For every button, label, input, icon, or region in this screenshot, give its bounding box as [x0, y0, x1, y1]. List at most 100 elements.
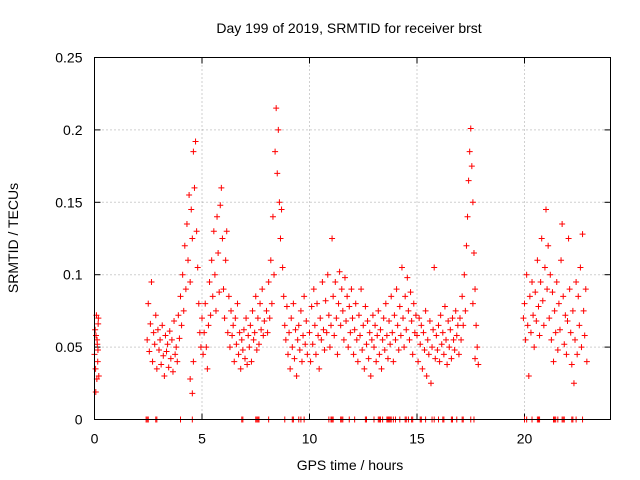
- data-point: [322, 297, 329, 304]
- data-point: [293, 373, 300, 380]
- data-point: [234, 300, 241, 307]
- data-point: [524, 322, 531, 329]
- data-point: [532, 289, 539, 296]
- data-point: [363, 341, 370, 348]
- data-point: [171, 318, 178, 325]
- data-point: [405, 307, 412, 314]
- data-point: [95, 320, 102, 327]
- x-tick-label: 0: [91, 431, 99, 447]
- data-point: [319, 278, 326, 285]
- data-point: [95, 373, 102, 380]
- data-point: [562, 312, 569, 319]
- data-point: [199, 315, 205, 322]
- data-point: [425, 351, 432, 358]
- data-point: [265, 278, 272, 285]
- data-point: [458, 336, 465, 343]
- data-point: [529, 278, 536, 285]
- data-point: [537, 278, 544, 285]
- data-point: [189, 390, 196, 397]
- data-point: [369, 312, 376, 319]
- data-point: [255, 341, 262, 348]
- data-point: [229, 332, 236, 339]
- data-point: [368, 336, 375, 343]
- data-point: [454, 322, 461, 329]
- data-point: [321, 346, 328, 353]
- data-point: [160, 352, 167, 359]
- data-point: [575, 293, 582, 300]
- data-point: [410, 300, 417, 307]
- data-point: [526, 293, 533, 300]
- data-point: [176, 335, 183, 342]
- data-point: [580, 307, 587, 314]
- data-point: [388, 293, 395, 300]
- data-point: [144, 336, 151, 343]
- data-point: [153, 365, 160, 372]
- data-point: [286, 329, 293, 336]
- data-point: [151, 341, 158, 348]
- data-point: [546, 315, 553, 322]
- data-point: [187, 375, 194, 382]
- plot-frame: [94, 57, 611, 420]
- data-point: [346, 303, 353, 310]
- data-point: [156, 346, 162, 353]
- data-point: [421, 346, 428, 353]
- data-point: [257, 300, 264, 307]
- axis-ticks: [94, 57, 611, 420]
- data-point: [581, 332, 588, 339]
- data-point: [212, 307, 219, 314]
- data-point: [384, 355, 391, 362]
- data-point: [287, 365, 294, 372]
- data-point: [162, 332, 169, 339]
- data-point: [545, 242, 552, 249]
- data-point: [329, 235, 336, 242]
- data-point: [311, 322, 318, 329]
- data-point: [547, 271, 554, 278]
- data-point: [272, 148, 279, 155]
- data-point: [273, 105, 280, 112]
- data-point: [469, 300, 476, 307]
- data-point: [246, 344, 253, 351]
- data-point: [164, 341, 171, 348]
- data-point: [573, 278, 580, 285]
- data-point: [260, 332, 267, 339]
- data-point: [148, 278, 155, 285]
- data-point: [551, 307, 558, 314]
- data-point: [205, 322, 212, 329]
- data-point: [449, 315, 456, 322]
- data-point: [347, 329, 354, 336]
- data-point: [94, 358, 101, 365]
- data-point: [301, 293, 308, 300]
- data-point: [244, 361, 251, 368]
- data-point: [240, 326, 247, 333]
- data-point: [208, 257, 215, 264]
- data-point: [380, 315, 387, 322]
- data-point: [331, 332, 338, 339]
- data-point: [340, 336, 347, 343]
- data-point: [175, 312, 182, 319]
- data-point: [578, 344, 585, 351]
- data-point: [253, 346, 260, 353]
- data-point: [446, 344, 453, 351]
- data-point: [570, 380, 577, 387]
- data-point: [461, 271, 468, 278]
- data-point: [466, 148, 473, 155]
- data-point: [450, 336, 457, 343]
- data-point: [538, 235, 545, 242]
- data-point: [326, 344, 333, 351]
- data-point: [298, 358, 305, 365]
- data-point: [261, 318, 268, 325]
- data-point: [163, 348, 170, 355]
- data-point: [439, 329, 446, 336]
- data-point: [549, 289, 556, 296]
- data-point: [358, 286, 365, 293]
- data-point: [577, 264, 584, 271]
- data-point: [569, 307, 576, 314]
- data-point: [565, 235, 572, 242]
- data-point: [353, 336, 360, 343]
- data-point: [210, 228, 217, 235]
- data-point: [463, 242, 470, 249]
- data-point: [239, 346, 246, 353]
- data-point: [190, 358, 197, 365]
- data-point: [378, 365, 385, 372]
- grid: [94, 57, 611, 420]
